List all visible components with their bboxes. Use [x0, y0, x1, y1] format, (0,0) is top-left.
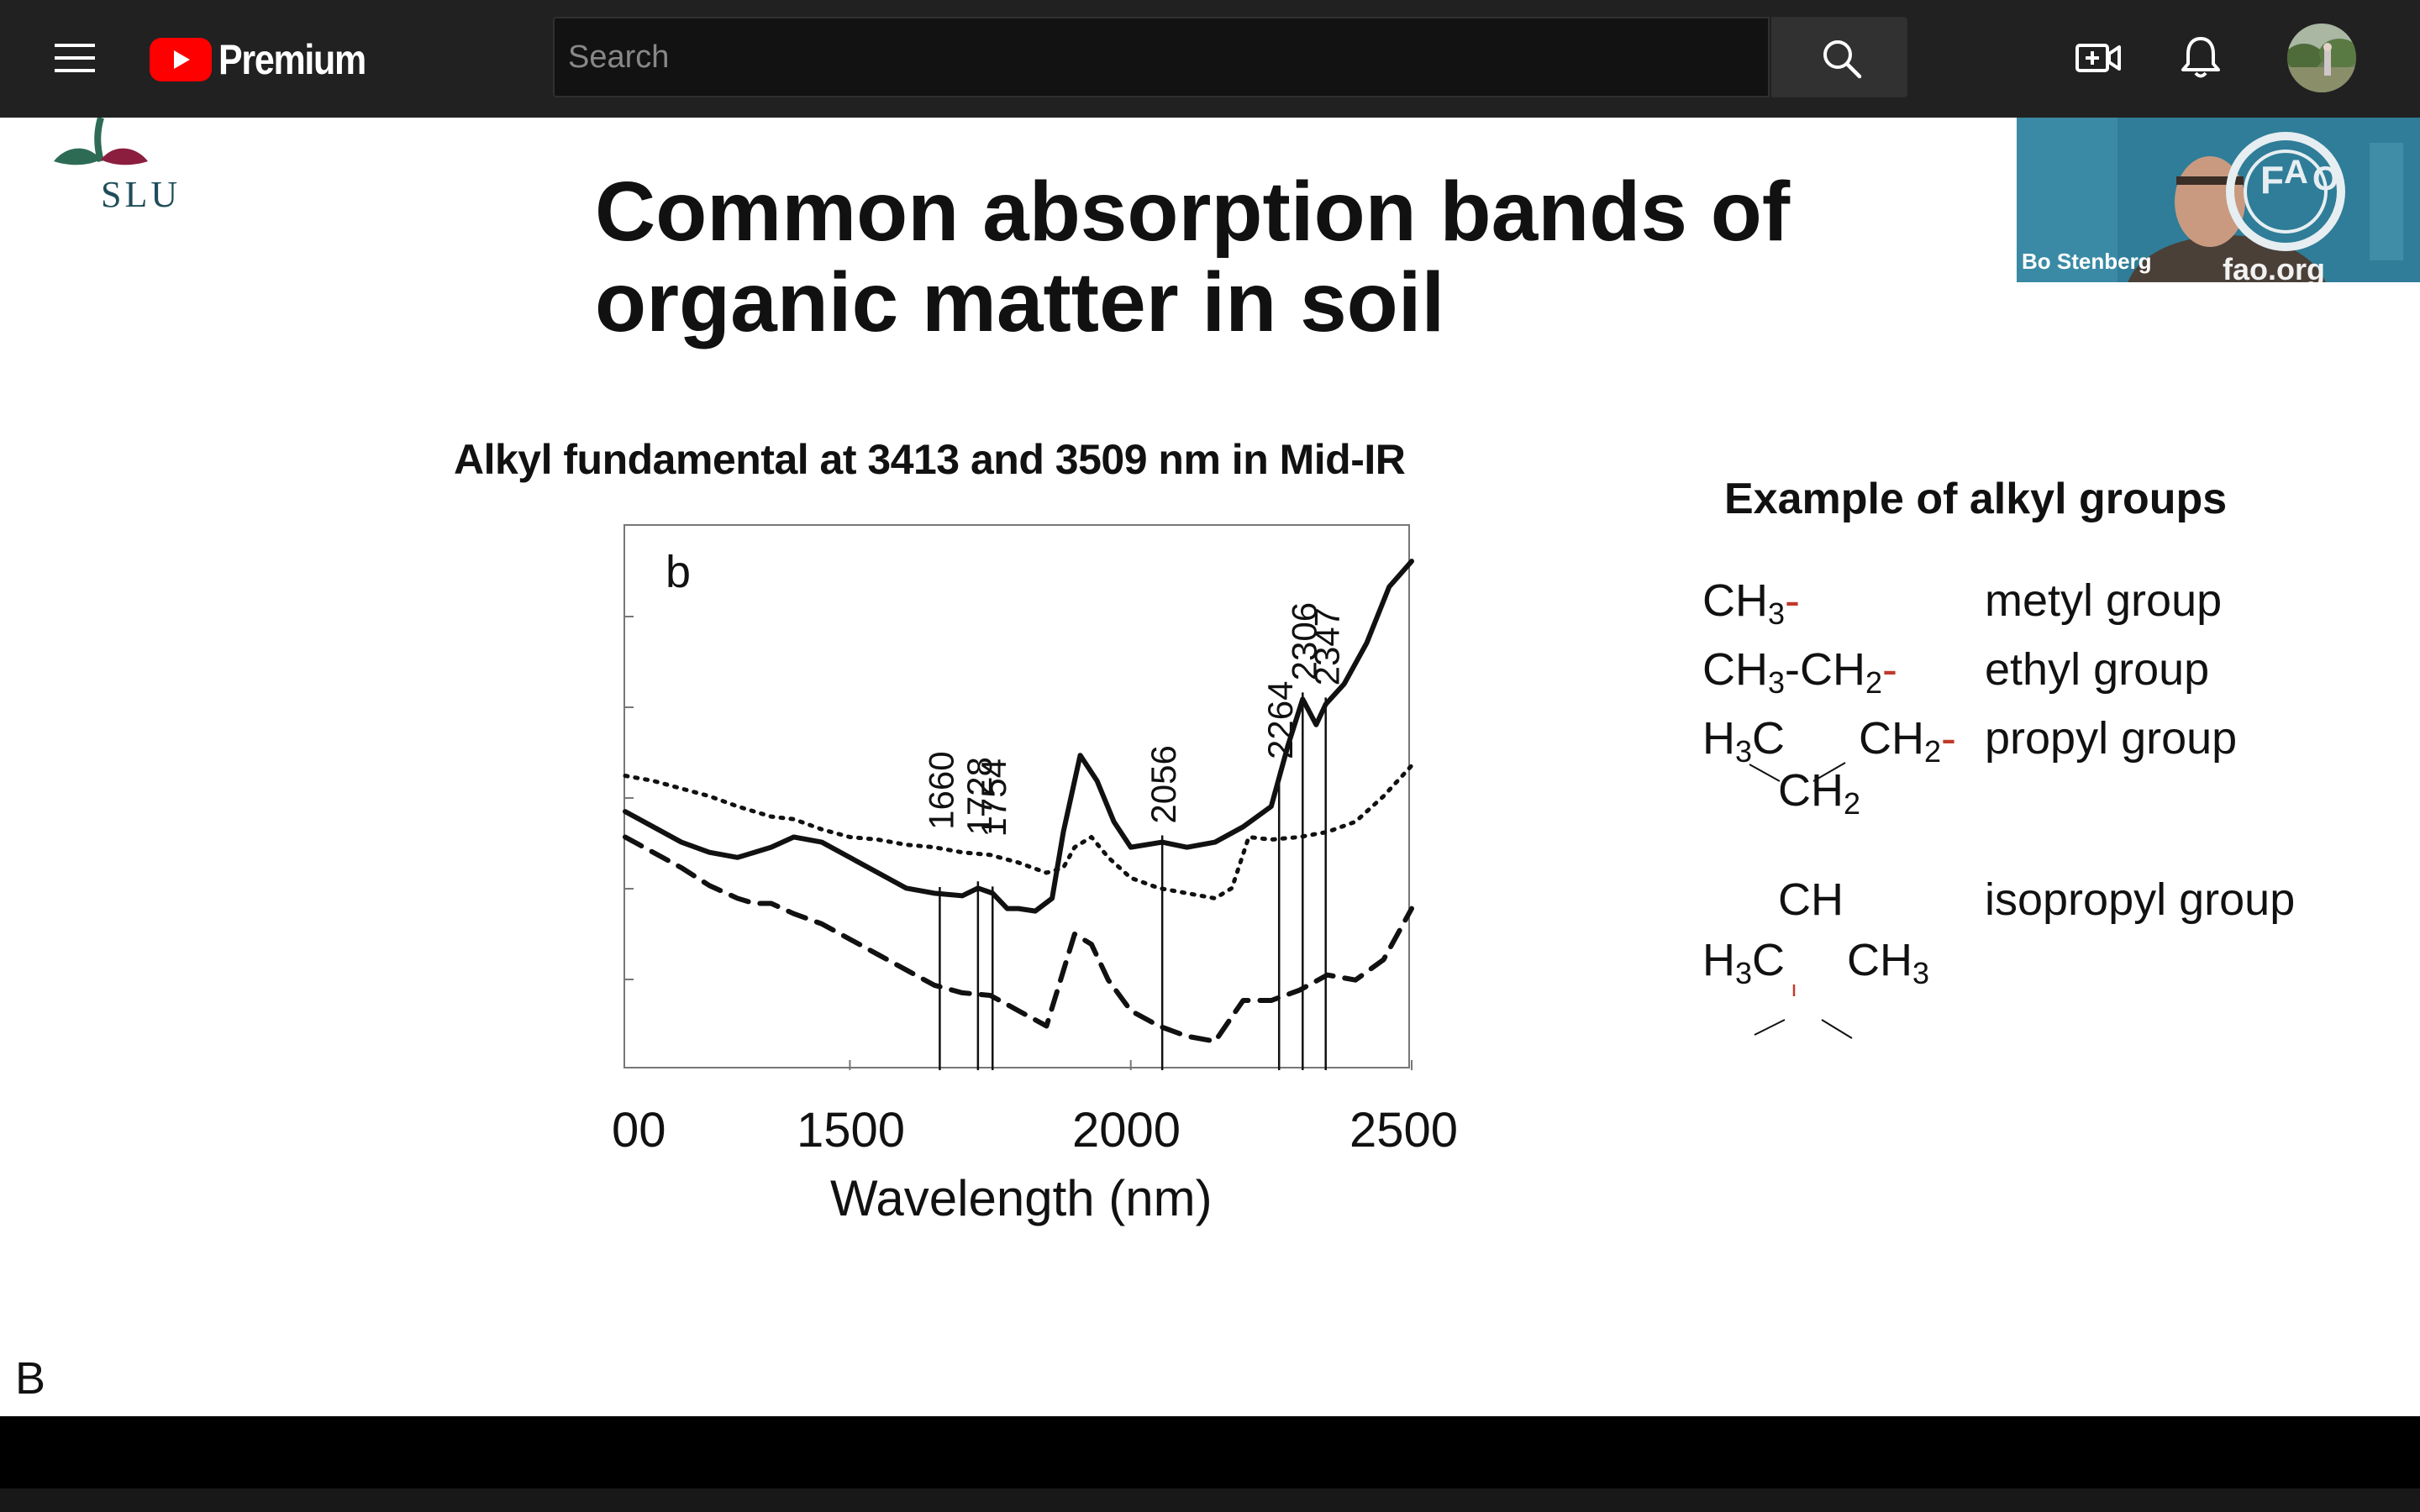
slu-leaf-icon	[54, 118, 148, 165]
propyl-group-label: propyl group	[1985, 713, 2238, 764]
x-tick-label: 00	[612, 1103, 666, 1158]
series-line-dotted	[623, 763, 1414, 900]
svg-text:O: O	[2312, 160, 2338, 197]
series-line-dashed	[623, 834, 1414, 1044]
svg-text:A: A	[2284, 154, 2308, 191]
methyl-formula: CH3-	[1702, 575, 1801, 631]
player-progress-strip[interactable]	[0, 1488, 2420, 1512]
slu-logo: SLU	[42, 118, 177, 218]
band-marker-label: 2306	[1284, 602, 1323, 680]
x-tick-label: 2500	[1349, 1103, 1459, 1158]
slide-title-line-2: organic matter in soil	[595, 255, 1445, 349]
speaker-video-frame: F A O	[2017, 118, 2420, 282]
x-axis-label: Wavelength (nm)	[830, 1170, 1213, 1226]
band-marker-label: 2264	[1260, 681, 1300, 759]
user-avatar[interactable]	[2287, 24, 2356, 92]
x-tick-label: 2000	[1072, 1103, 1181, 1158]
propyl-formula-bottom: CH2	[1778, 765, 1861, 821]
notifications-bell-icon[interactable]	[2173, 30, 2228, 86]
slide-corner-label: B	[15, 1353, 46, 1404]
speaker-webcam-overlay[interactable]: F A O Bo Stenberg fao.org	[2017, 118, 2420, 282]
top-app-bar: Premium	[0, 0, 2420, 118]
band-marker-label: 2056	[1144, 745, 1183, 823]
panel-label: b	[666, 547, 692, 597]
isopropyl-group-label: isopropyl group	[1985, 874, 2296, 925]
ethyl-group-label: ethyl group	[1985, 644, 2210, 695]
speaker-background-site: fao.org	[2223, 252, 2325, 282]
chart-heading: Alkyl fundamental at 3413 and 3509 nm in…	[454, 436, 1406, 483]
speaker-name: Bo Stenberg	[2022, 249, 2152, 274]
band-marker-label: 1754	[974, 759, 1013, 837]
spectrum-chart: 1660 1728 1754 2056 2264 2306 2347 b	[623, 524, 1414, 1070]
x-tick-label: 1500	[797, 1103, 906, 1158]
band-marker-label: 1728	[960, 757, 999, 835]
series-line-solid	[623, 559, 1414, 914]
isopropyl-formula-left: H3C	[1702, 935, 1786, 990]
svg-text:F: F	[2260, 158, 2284, 202]
alkyl-groups-heading: Example of alkyl groups	[1724, 475, 2228, 523]
propyl-formula-right: CH2-	[1859, 713, 1957, 769]
presentation-slide: SLU Common absorption bands of organic m…	[0, 118, 2420, 1416]
band-marker-label: 2347	[1307, 607, 1347, 685]
slide-title: Common absorption bands of organic matte…	[595, 166, 1939, 348]
ethyl-formula: CH3-CH2-	[1702, 644, 1898, 700]
methyl-group-label: metyl group	[1985, 575, 2223, 626]
youtube-premium-logo[interactable]: Premium	[150, 34, 389, 86]
slide-title-line-1: Common absorption bands of	[595, 165, 1791, 259]
search-bar	[553, 17, 1907, 99]
search-icon	[1823, 40, 1862, 79]
slu-logo-text: SLU	[101, 174, 182, 215]
search-button[interactable]	[1771, 17, 1907, 97]
isopropyl-formula-right: CH3	[1847, 935, 1930, 990]
youtube-logo-icon	[150, 38, 212, 81]
create-video-icon[interactable]	[2070, 30, 2126, 86]
alkyl-bond-lines	[1749, 762, 1853, 1039]
band-marker-label: 1660	[921, 751, 960, 829]
propyl-formula-left: H3C	[1702, 713, 1786, 769]
menu-icon[interactable]	[46, 32, 103, 84]
logo-text: Premium	[218, 36, 366, 83]
search-input[interactable]	[553, 17, 1770, 97]
isopropyl-formula-top: CH	[1778, 874, 1844, 925]
